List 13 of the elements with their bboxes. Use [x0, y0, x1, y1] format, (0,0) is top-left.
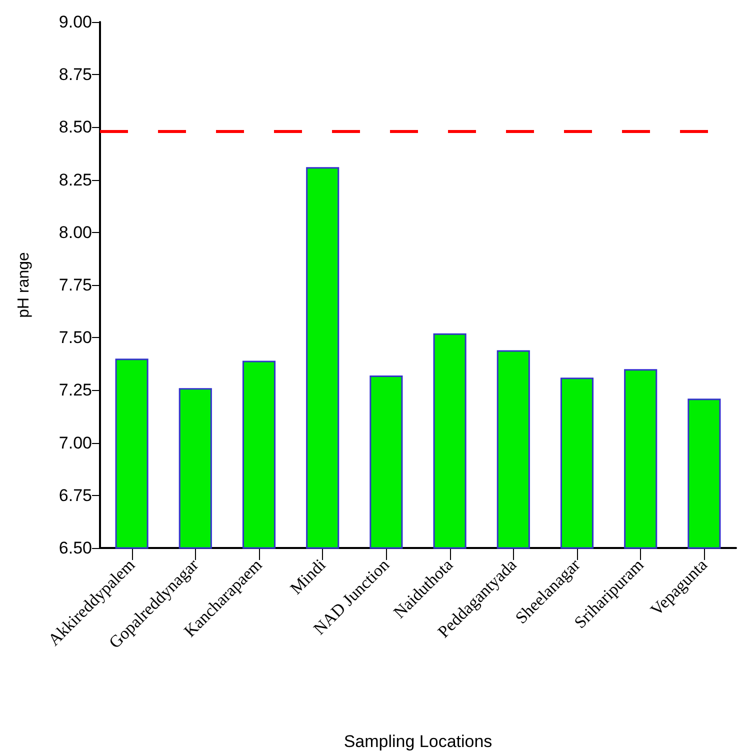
y-tick-label: 8.00: [58, 222, 92, 242]
y-tick-label: 8.25: [58, 170, 92, 190]
y-tick-label: 7.50: [58, 328, 92, 348]
x-axis-title: Sampling Locations: [344, 732, 492, 751]
y-tick-label: 8.75: [58, 65, 92, 84]
y-tick-label: 8.50: [58, 118, 92, 137]
y-axis-title: pH range: [16, 252, 32, 318]
y-tick-label: 7.00: [58, 433, 92, 452]
y-tick-label: 7.75: [58, 276, 92, 294]
y-tick-label: 7.25: [58, 380, 92, 400]
y-tick-label: 9.00: [58, 12, 92, 32]
y-tick-label: 6.75: [58, 486, 92, 505]
y-tick-label: 6.50: [58, 538, 92, 558]
